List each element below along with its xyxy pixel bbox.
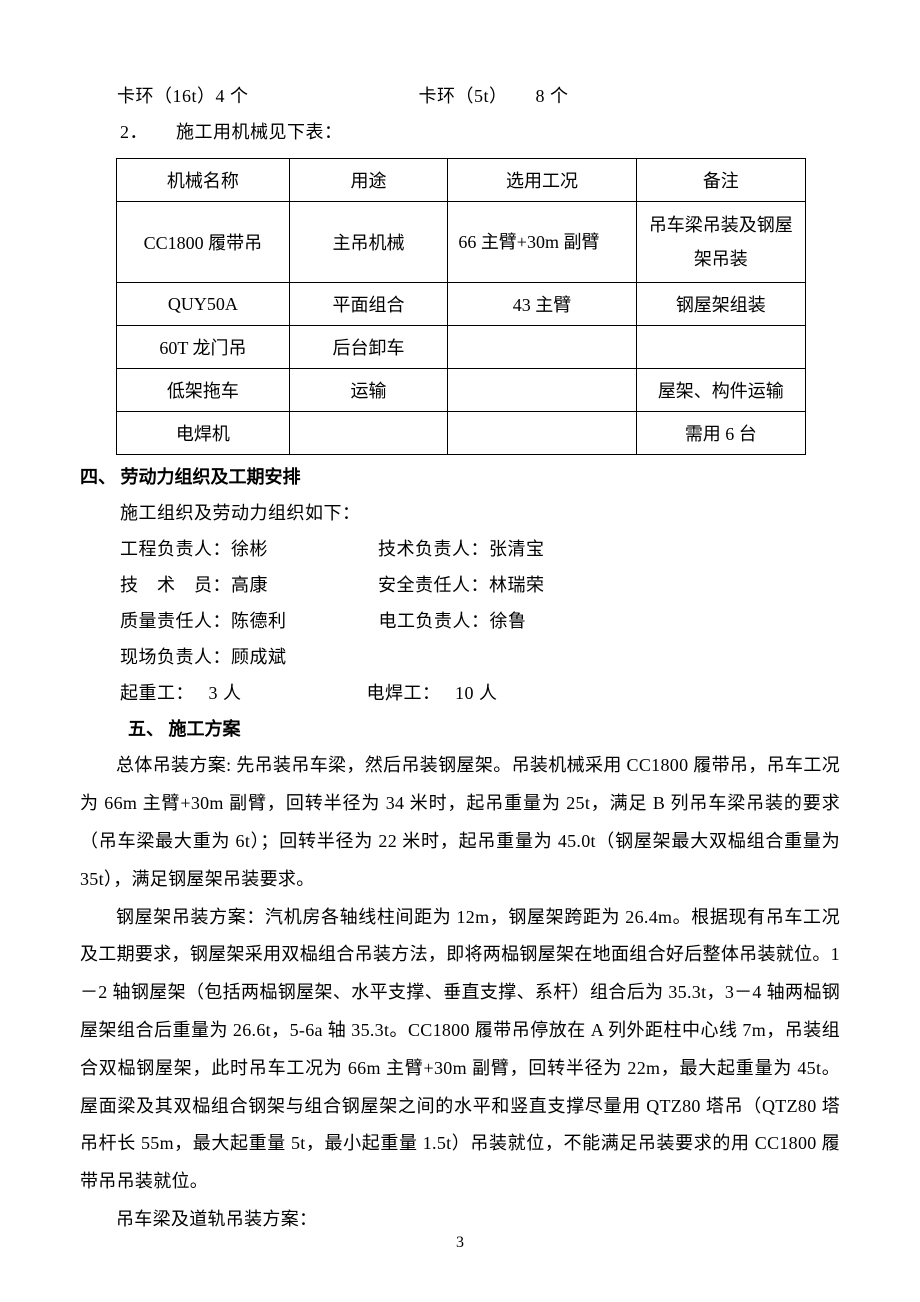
top-shackle-line: 卡环（16t）4 个 卡环（5t） 8 个: [80, 78, 840, 114]
section-5-heading: 五、 施工方案: [80, 711, 840, 747]
section4-intro: 施工组织及劳动力组织如下：: [80, 495, 840, 531]
th-use: 用途: [289, 159, 448, 202]
table-row: 60T 龙门吊 后台卸车: [117, 326, 806, 369]
th-cond: 选用工况: [448, 159, 636, 202]
cell-cond: [448, 369, 636, 412]
machinery-table: 机械名称 用途 选用工况 备注 CC1800 履带吊 主吊机械 66 主臂+30…: [116, 158, 806, 455]
assign-left: 工程负责人：徐彬: [120, 539, 268, 559]
cell-name: 低架拖车: [117, 369, 290, 412]
table-row: 电焊机 需用 6 台: [117, 412, 806, 455]
cell-use: 运输: [289, 369, 448, 412]
cell-use: [289, 412, 448, 455]
th-note: 备注: [636, 159, 805, 202]
table-row: QUY50A 平面组合 43 主臂 钢屋架组装: [117, 283, 806, 326]
cell-cond: [448, 412, 636, 455]
cell-name: CC1800 履带吊: [117, 202, 290, 283]
cell-note: 屋架、构件运输: [636, 369, 805, 412]
item-2-label: 2． 施工用机械见下表：: [80, 114, 840, 150]
assignment-row: 质量责任人：陈德利 电工负责人：徐鲁: [80, 603, 840, 639]
cell-use: 主吊机械: [289, 202, 448, 283]
shackle-5t: 卡环（5t） 8 个: [419, 86, 569, 106]
cell-note: 吊车梁吊装及钢屋架吊装: [636, 202, 805, 283]
cell-cond: [448, 326, 636, 369]
assign-right: 技术负责人：张清宝: [378, 539, 545, 559]
table-header-row: 机械名称 用途 选用工况 备注: [117, 159, 806, 202]
cell-use: 后台卸车: [289, 326, 448, 369]
cell-name: 60T 龙门吊: [117, 326, 290, 369]
section5-p2: 钢屋架吊装方案：汽机房各轴线柱间距为 12m，钢屋架跨距为 26.4m。根据现有…: [80, 899, 840, 1201]
table-row: CC1800 履带吊 主吊机械 66 主臂+30m 副臂 吊车梁吊装及钢屋架吊装: [117, 202, 806, 283]
cell-note: [636, 326, 805, 369]
assign-left: 技 术 员：高康: [120, 575, 268, 595]
cell-use: 平面组合: [289, 283, 448, 326]
cell-note: 需用 6 台: [636, 412, 805, 455]
shackle-16t: 卡环（16t）4 个: [80, 86, 249, 106]
assign-right: 安全责任人：林瑞荣: [378, 575, 545, 595]
assign-left: 起重工： 3 人: [120, 683, 242, 703]
th-name: 机械名称: [117, 159, 290, 202]
assign-right: 电焊工： 10 人: [367, 683, 498, 703]
section5-p1: 总体吊装方案: 先吊装吊车梁，然后吊装钢屋架。吊装机械采用 CC1800 履带吊…: [80, 747, 840, 898]
assignment-row: 现场负责人：顾成斌: [80, 639, 840, 675]
cell-cond: 43 主臂: [448, 283, 636, 326]
table-row: 低架拖车 运输 屋架、构件运输: [117, 369, 806, 412]
assign-left: 现场负责人：顾成斌: [120, 647, 287, 667]
cell-note: 钢屋架组装: [636, 283, 805, 326]
page-number: 3: [0, 1234, 920, 1252]
assignment-row: 技 术 员：高康 安全责任人：林瑞荣: [80, 567, 840, 603]
assignment-row: 起重工： 3 人 电焊工： 10 人: [80, 675, 840, 711]
assignment-row: 工程负责人：徐彬 技术负责人：张清宝: [80, 531, 840, 567]
cell-name: QUY50A: [117, 283, 290, 326]
cell-name: 电焊机: [117, 412, 290, 455]
assign-right: 电工负责人：徐鲁: [379, 611, 527, 631]
cell-cond: 66 主臂+30m 副臂: [448, 202, 636, 283]
assign-left: 质量责任人：陈德利: [120, 611, 287, 631]
section-4-heading: 四、 劳动力组织及工期安排: [80, 459, 840, 495]
